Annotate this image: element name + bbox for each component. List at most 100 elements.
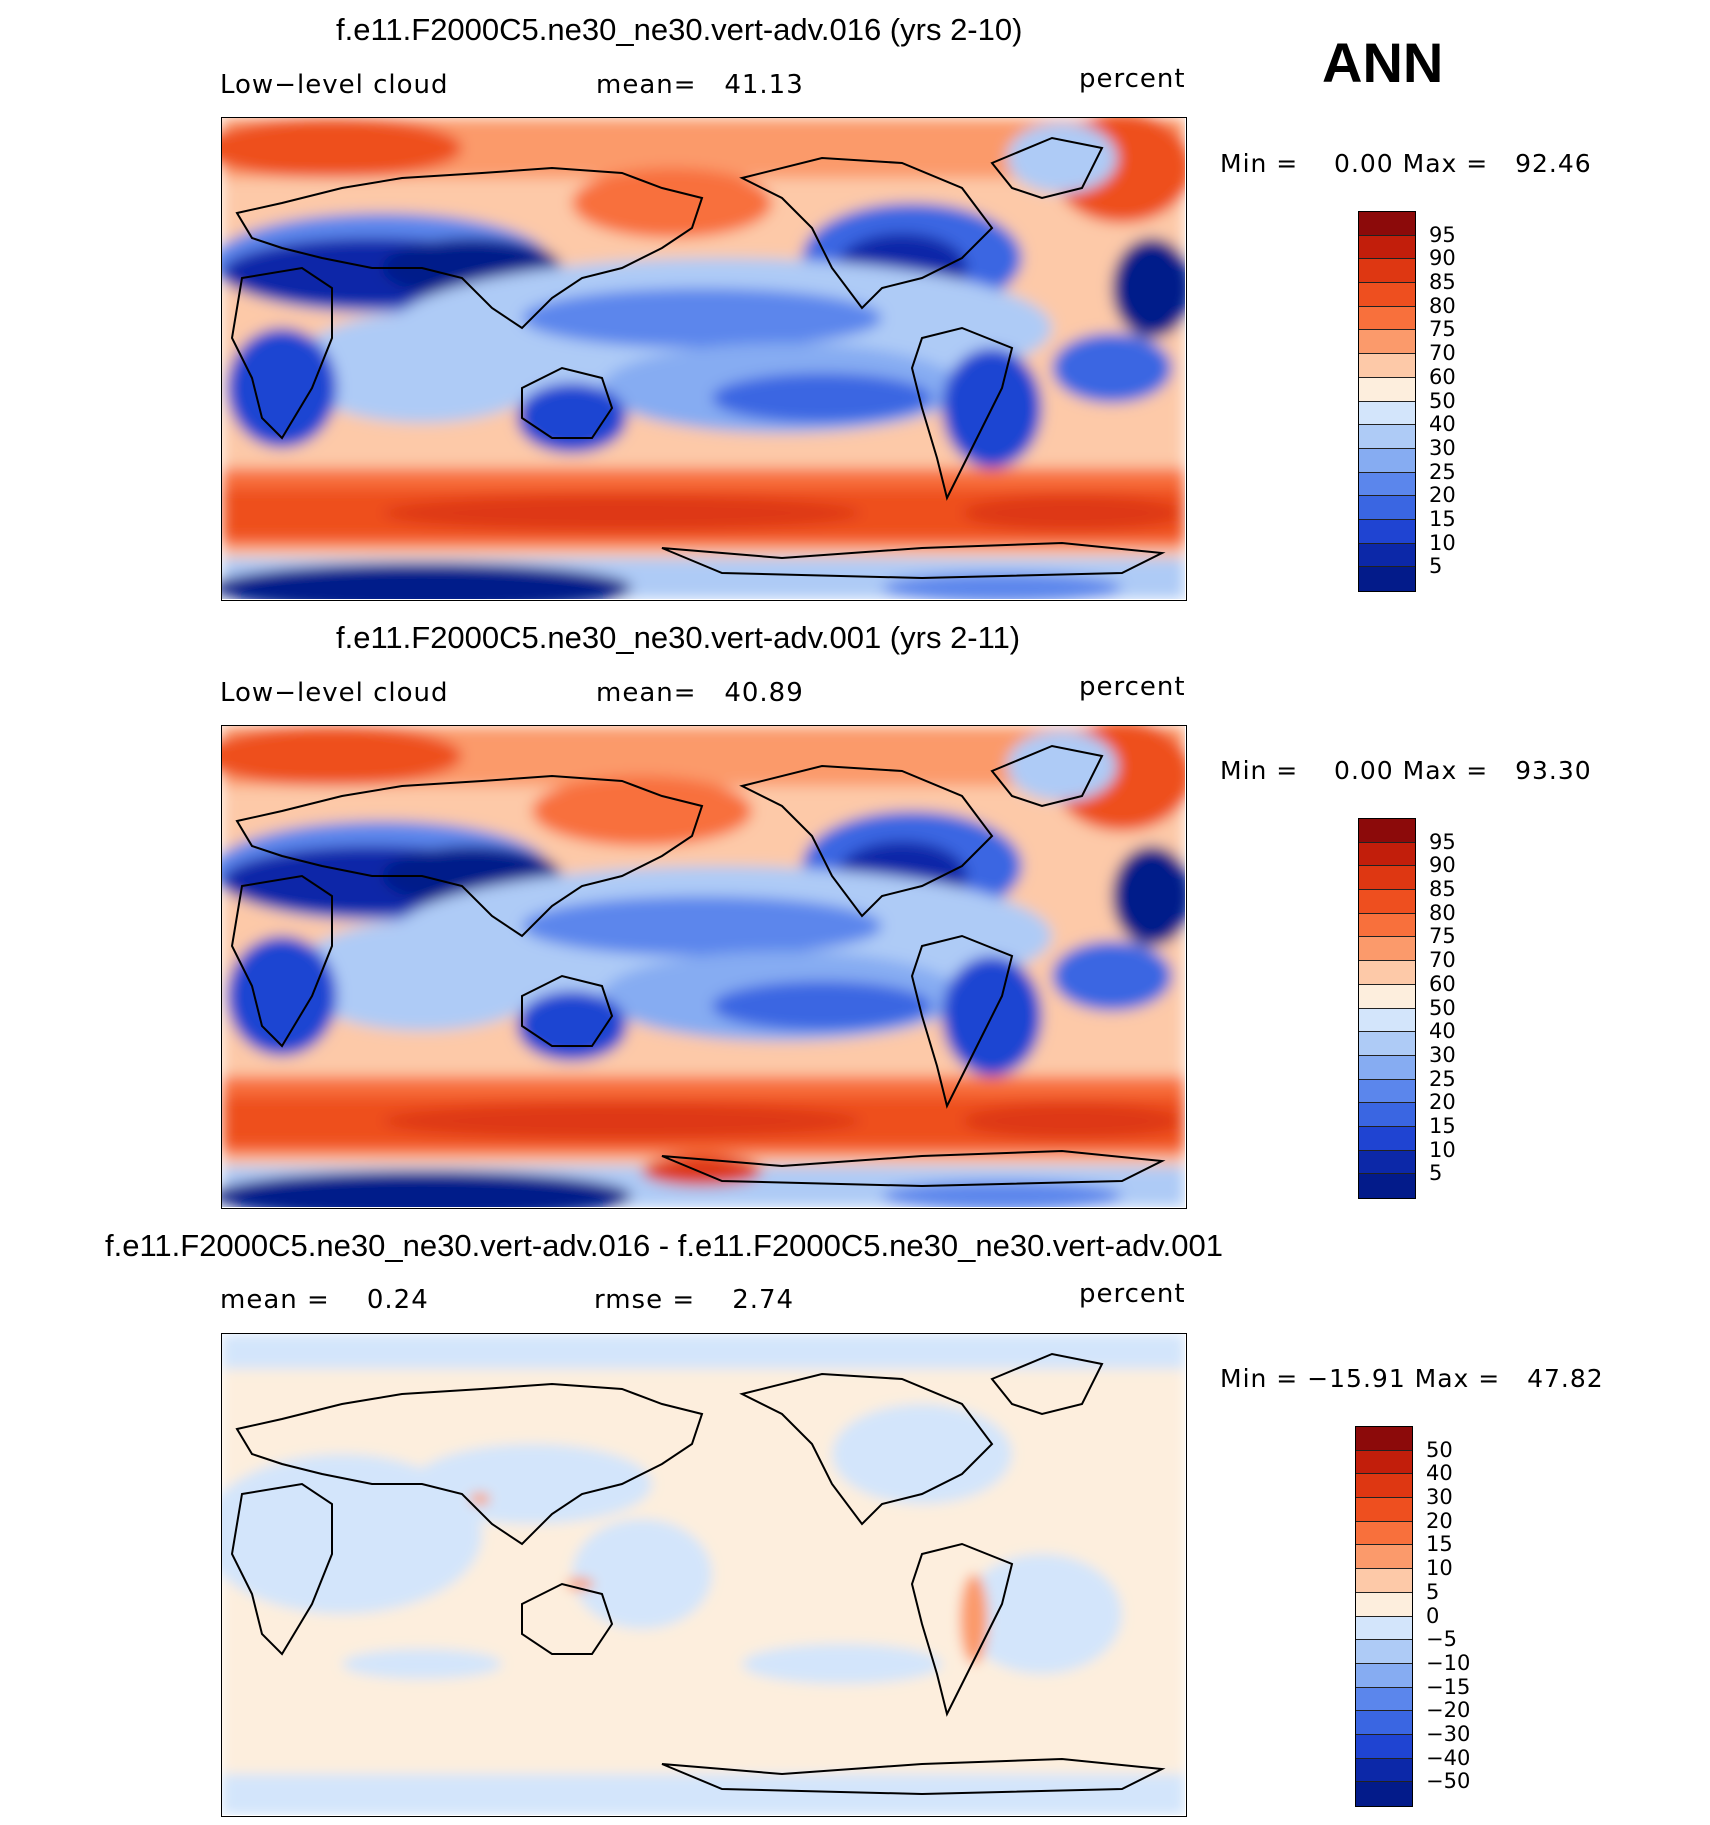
colorbar-swatch bbox=[1359, 1103, 1415, 1127]
colorbar-swatch bbox=[1356, 1498, 1412, 1522]
colorbar-tick-label: 25 bbox=[1429, 1066, 1456, 1091]
panel-3-rmse-label: rmse = 2.74 bbox=[594, 1285, 795, 1315]
colorbar-swatch bbox=[1359, 984, 1415, 1009]
colorbar-tick-label: 15 bbox=[1426, 1532, 1453, 1557]
colorbar-swatch bbox=[1359, 354, 1415, 378]
colorbar-swatch bbox=[1356, 1687, 1412, 1712]
colorbar-tick-label: 10 bbox=[1426, 1556, 1453, 1581]
colorbar-swatch bbox=[1359, 472, 1415, 497]
colorbar-tick-label: 95 bbox=[1429, 222, 1456, 247]
colorbar-swatch bbox=[1359, 401, 1415, 426]
panel-1-title: f.e11.F2000C5.ne30_ne30.vert-adv.016 (yr… bbox=[336, 12, 1023, 47]
panel-3-map bbox=[221, 1333, 1187, 1817]
colorbar-tick-label: 95 bbox=[1429, 829, 1456, 854]
colorbar-swatch bbox=[1359, 235, 1415, 260]
panel-3-title: f.e11.F2000C5.ne30_ne30.vert-adv.016 - f… bbox=[105, 1228, 1223, 1263]
colorbar-tick-label: 30 bbox=[1426, 1485, 1453, 1510]
colorbar-swatch bbox=[1359, 961, 1415, 985]
colorbar-swatch bbox=[1359, 259, 1415, 284]
colorbar-tick-label: 40 bbox=[1426, 1461, 1453, 1486]
colorbar-swatch bbox=[1359, 212, 1415, 236]
panel-2-mean-label: mean= 40.89 bbox=[596, 678, 804, 708]
colorbar-swatch bbox=[1356, 1450, 1412, 1475]
panel-3-colorbar bbox=[1355, 1426, 1413, 1807]
colorbar-swatch bbox=[1359, 1032, 1415, 1056]
colorbar-tick-label: 5 bbox=[1429, 1161, 1443, 1186]
colorbar-tick-label: 85 bbox=[1429, 877, 1456, 902]
colorbar-tick-label: 85 bbox=[1429, 270, 1456, 295]
colorbar-tick-label: 5 bbox=[1426, 1579, 1440, 1604]
colorbar-swatch bbox=[1356, 1592, 1412, 1617]
colorbar-tick-label: −30 bbox=[1426, 1721, 1471, 1746]
colorbar-tick-label: 20 bbox=[1429, 1090, 1456, 1115]
panel-2-colorbar bbox=[1358, 818, 1416, 1199]
colorbar-tick-label: 70 bbox=[1429, 341, 1456, 366]
colorbar-swatch bbox=[1359, 425, 1415, 449]
colorbar-tick-label: −15 bbox=[1426, 1674, 1471, 1699]
colorbar-swatch bbox=[1359, 306, 1415, 331]
colorbar-tick-label: 40 bbox=[1429, 1019, 1456, 1044]
colorbar-swatch bbox=[1359, 819, 1415, 843]
panel-2-minmax: Min = 0.00 Max = 93.30 bbox=[1220, 756, 1592, 785]
colorbar-tick-label: 30 bbox=[1429, 1042, 1456, 1067]
colorbar-tick-label: 90 bbox=[1429, 853, 1456, 878]
panel-2-title: f.e11.F2000C5.ne30_ne30.vert-adv.001 (yr… bbox=[336, 620, 1021, 655]
panel-1-mean-label: mean= 41.13 bbox=[596, 70, 804, 100]
colorbar-swatch bbox=[1356, 1663, 1412, 1688]
panel-2-colorbar-labels: 95 90 85 80 75 70 60 50 40 30 25 20 15 10 5 bbox=[1429, 818, 1489, 1199]
panel-3-minmax: Min = −15.91 Max = 47.82 bbox=[1220, 1364, 1604, 1393]
colorbar-swatch bbox=[1356, 1569, 1412, 1593]
colorbar-tick-label: 80 bbox=[1429, 293, 1456, 318]
colorbar-tick-label: 5 bbox=[1429, 554, 1443, 579]
colorbar-swatch bbox=[1359, 1079, 1415, 1104]
colorbar-swatch bbox=[1359, 1150, 1415, 1175]
colorbar-tick-label: 15 bbox=[1429, 1113, 1456, 1138]
colorbar-tick-label: 60 bbox=[1429, 971, 1456, 996]
colorbar-swatch bbox=[1359, 1055, 1415, 1080]
colorbar-swatch bbox=[1356, 1758, 1412, 1783]
colorbar-tick-label: 50 bbox=[1426, 1437, 1453, 1462]
panel-3-colorbar-labels: 50 40 30 20 15 10 5 0 −5 −10 −15 −20 −30 −40 −50 bbox=[1426, 1426, 1496, 1807]
colorbar-tick-label: 50 bbox=[1429, 388, 1456, 413]
colorbar-tick-label: 10 bbox=[1429, 530, 1456, 555]
colorbar-swatch bbox=[1356, 1711, 1412, 1735]
colorbar-tick-label: 0 bbox=[1426, 1603, 1440, 1628]
colorbar-tick-label: 80 bbox=[1429, 900, 1456, 925]
colorbar-tick-label: −40 bbox=[1426, 1745, 1471, 1770]
colorbar-tick-label: 75 bbox=[1429, 924, 1456, 949]
panel-1-minmax: Min = 0.00 Max = 92.46 bbox=[1220, 149, 1592, 178]
colorbar-swatch bbox=[1359, 1008, 1415, 1033]
colorbar-swatch bbox=[1359, 543, 1415, 568]
colorbar-tick-label: 50 bbox=[1429, 995, 1456, 1020]
colorbar-swatch bbox=[1356, 1474, 1412, 1499]
panel-2-units-label: percent bbox=[1079, 672, 1186, 702]
colorbar-swatch bbox=[1359, 913, 1415, 938]
panel-3-mean-label: mean = 0.24 bbox=[220, 1285, 429, 1315]
panel-1-units-label: percent bbox=[1079, 64, 1186, 94]
colorbar-swatch bbox=[1359, 283, 1415, 307]
colorbar-tick-label: 25 bbox=[1429, 459, 1456, 484]
colorbar-tick-label: 20 bbox=[1429, 483, 1456, 508]
colorbar-swatch bbox=[1356, 1545, 1412, 1570]
colorbar-tick-label: 15 bbox=[1429, 506, 1456, 531]
colorbar-tick-label: −10 bbox=[1426, 1650, 1471, 1675]
colorbar-tick-label: 60 bbox=[1429, 364, 1456, 389]
panel-1-colorbar bbox=[1358, 211, 1416, 592]
colorbar-tick-label: 20 bbox=[1426, 1508, 1453, 1533]
colorbar-tick-label: −50 bbox=[1426, 1769, 1471, 1794]
panel-2-map bbox=[221, 725, 1187, 1209]
colorbar-swatch bbox=[1359, 1174, 1415, 1198]
colorbar-swatch bbox=[1359, 890, 1415, 914]
colorbar-swatch bbox=[1359, 496, 1415, 520]
colorbar-swatch bbox=[1359, 330, 1415, 355]
colorbar-tick-label: −5 bbox=[1426, 1627, 1457, 1652]
colorbar-swatch bbox=[1359, 519, 1415, 544]
season-label: ANN bbox=[1322, 31, 1444, 94]
panel-1-map bbox=[221, 117, 1187, 601]
colorbar-swatch bbox=[1356, 1734, 1412, 1759]
panel-1-variable-label: Low−level cloud bbox=[220, 70, 449, 100]
colorbar-swatch bbox=[1359, 937, 1415, 962]
panel-2-variable-label: Low−level cloud bbox=[220, 678, 449, 708]
colorbar-swatch bbox=[1356, 1521, 1412, 1546]
colorbar-swatch bbox=[1359, 377, 1415, 402]
